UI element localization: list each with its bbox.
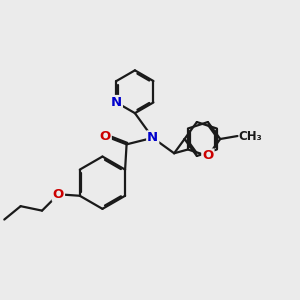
Text: CH₃: CH₃ — [238, 130, 262, 142]
Text: N: N — [147, 131, 158, 144]
Text: N: N — [111, 96, 122, 109]
Text: O: O — [53, 188, 64, 201]
Text: O: O — [100, 130, 111, 142]
Text: O: O — [202, 149, 214, 163]
